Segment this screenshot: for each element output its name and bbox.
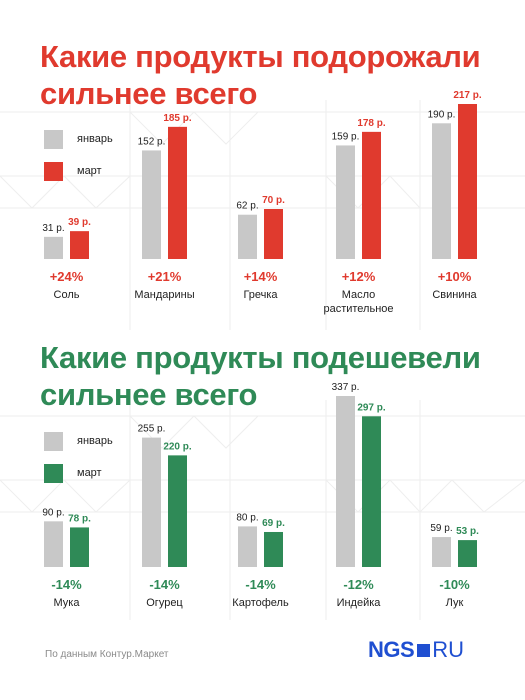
legend-item-january: январь [44,431,113,451]
change-percent: +24% [50,269,84,284]
bar-january [432,537,451,567]
category-label: растительное [323,303,393,315]
title-price-decrease: Какие продукты подешевели сильнее всего [40,339,481,413]
value-label-march: 78 р. [68,513,91,524]
legend-up: январь март [44,129,113,193]
category-label: Мука [54,597,81,609]
value-label-january: 152 р. [138,136,166,147]
bar-march [362,416,381,567]
legend-label-january: январь [77,435,113,447]
bar-march [458,104,477,259]
bar-march [168,455,187,567]
ngs-logo[interactable]: NGS RU [368,637,464,663]
legend-item-january: январь [44,129,113,149]
legend-item-march: март [44,161,113,181]
value-label-january: 255 р. [138,424,166,435]
chart-price-increase: 31 р. 39 р. +24% Соль 152 р. 185 р. +21% Мандар… [42,90,482,315]
bar-march [70,527,89,567]
category-label: Индейка [337,597,382,609]
change-percent: +12% [342,269,376,284]
category-label: Мандарины [134,289,194,301]
logo-square-icon [417,643,431,657]
bar-january [44,521,63,567]
change-percent: -14% [149,577,180,592]
title-line-1: Какие продукты подорожали [40,39,481,74]
bar-march [168,126,187,259]
value-label-january: 190 р. [428,109,456,120]
title-line-1: Какие продукты подешевели [40,340,481,375]
legend-label-january: январь [77,133,113,145]
value-label-march: 53 р. [456,526,479,537]
bar-march [70,231,89,259]
value-label-january: 31 р. [42,223,64,234]
bar-january [336,396,355,567]
change-percent: +21% [148,269,182,284]
legend-swatch-march [44,161,63,181]
category-label: Картофель [232,597,289,609]
title-line-2: сильнее всего [40,76,258,111]
bar-march [264,531,283,567]
logo-ngs-text: NGS [368,637,415,662]
value-label-march: 69 р. [262,518,285,529]
legend-item-march: март [44,463,113,483]
change-percent: -10% [439,577,470,592]
change-percent: -14% [51,577,82,592]
value-label-march: 178 р. [357,118,386,129]
bar-january [142,437,161,567]
value-label-january: 80 р. [236,512,258,523]
category-label: Лук [446,597,464,609]
logo-ru-text: RU [432,637,464,662]
bar-march [362,131,381,259]
value-label-march: 70 р. [262,195,285,206]
legend-swatch-january [44,431,63,451]
legend-down: январь март [44,431,113,495]
bar-january [238,214,257,259]
value-label-march: 297 р. [357,402,386,413]
change-percent: +14% [244,269,278,284]
legend-label-march: март [77,165,102,177]
bar-march [264,209,283,259]
value-label-january: 62 р. [236,201,258,212]
value-label-january: 90 р. [42,507,64,518]
bar-january [142,150,161,259]
category-label: Свинина [432,289,477,301]
title-price-increase: Какие продукты подорожали сильнее всего [40,38,481,112]
chart-price-decrease: 90 р. 78 р. -14% Мука 255 р. 220 р. -14% Огурец… [42,382,479,609]
value-label-march: 220 р. [163,441,192,452]
change-percent: +10% [438,269,472,284]
bar-january [336,145,355,259]
legend-swatch-march [44,463,63,483]
bar-january [432,123,451,260]
value-label-january: 159 р. [332,131,360,142]
value-label-march: 217 р. [453,90,482,101]
title-line-2: сильнее всего [40,377,258,412]
value-label-january: 337 р. [332,382,360,393]
category-label: Гречка [243,289,278,301]
bar-january [44,236,63,259]
category-label: Соль [54,289,80,301]
bar-january [238,526,257,567]
bar-march [458,540,477,567]
legend-swatch-january [44,129,63,149]
legend-label-march: март [77,467,102,479]
category-label: Масло [342,289,376,301]
value-label-march: 39 р. [68,217,91,228]
value-label-march: 185 р. [163,113,192,124]
category-label: Огурец [146,597,183,609]
change-percent: -12% [343,577,374,592]
source-note: По данным Контур.Маркет [45,649,169,660]
value-label-january: 59 р. [430,523,452,534]
change-percent: -14% [245,577,276,592]
